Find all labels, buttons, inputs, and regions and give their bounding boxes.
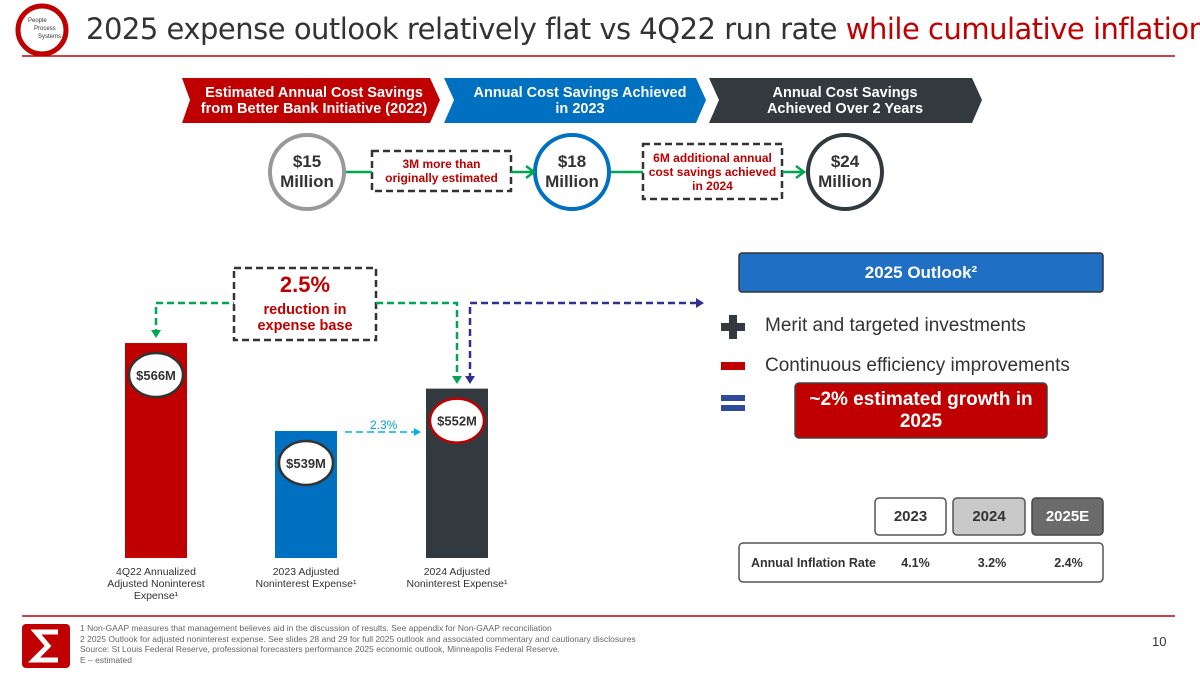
footnote: 1 Non-GAAP measures that management beli… — [80, 623, 552, 633]
amount: $15 Million — [280, 152, 334, 191]
amount-circle — [268, 133, 346, 211]
year-box — [1031, 497, 1104, 536]
value-badge — [428, 397, 486, 444]
title-highlight: while cumulative inflation up ~10% — [845, 12, 1200, 46]
value-label: $539M — [286, 456, 326, 471]
chevron — [182, 78, 440, 123]
title-text: 2025 expense outlook relatively flat vs … — [86, 12, 838, 46]
flow-arrows — [346, 165, 807, 179]
footnote: Source: St Louis Federal Reserve, profes… — [80, 644, 561, 654]
logo-word: Systems — [38, 34, 62, 40]
value-label: $552M — [437, 414, 477, 429]
page-number: 10 — [1152, 634, 1167, 649]
title: 2025 expense outlook relatively flat vs … — [86, 12, 1200, 46]
note-box — [370, 149, 513, 193]
outlook-item: Merit and targeted investments — [765, 315, 1026, 336]
outlook-item: Continuous efficiency improvements — [765, 355, 1070, 376]
minus-icon — [721, 362, 745, 370]
logo-word: People — [28, 18, 47, 24]
logo-word: Process — [34, 26, 56, 32]
equals-icon — [721, 395, 745, 401]
chart-arrows — [154, 301, 700, 433]
footnotes: 1 Non-GAAP measures that management beli… — [80, 623, 636, 665]
footnote: E – estimated — [80, 654, 132, 665]
logo-text: People Process Systems — [28, 17, 61, 41]
value-badge — [127, 351, 185, 399]
value-badge — [277, 439, 335, 487]
note: 3M more than originally estimated — [385, 157, 498, 185]
value-label: $566M — [136, 368, 176, 383]
rate: 2.4% — [1054, 556, 1083, 570]
year: 2025E — [1045, 508, 1090, 525]
footnote: 2 2025 Outlook for adjusted noninterest … — [80, 633, 636, 644]
note: 6M additional annual cost savings achiev… — [648, 150, 777, 193]
reduction-text: reduction in expense base — [257, 302, 353, 334]
plus-icon — [721, 315, 745, 339]
amount: $18 Million — [545, 152, 599, 191]
category-label: 4Q22 Annualized Adjusted Noninterest Exp… — [107, 566, 205, 602]
rate: 4.1% — [901, 556, 930, 570]
year-box — [952, 497, 1026, 536]
chevron — [444, 78, 706, 123]
year-box — [874, 497, 947, 536]
row-label: Annual Inflation Rate — [751, 556, 876, 570]
rate-row — [738, 542, 1104, 583]
category-label: 2024 Adjusted Noninterest Expense¹ — [406, 566, 508, 590]
chevron — [709, 78, 982, 123]
rate: 3.2% — [977, 556, 1007, 570]
arrowheads — [151, 330, 462, 384]
step-label: Annual Cost Savings Achieved in 2023 — [473, 85, 687, 117]
step-label: Annual Cost Savings Achieved Over 2 Year… — [766, 85, 924, 117]
outlook-title: 2025 Outlook² — [864, 262, 978, 282]
year: 2023 — [893, 508, 928, 525]
amount-circle — [806, 133, 884, 211]
growth-pct: 2.3% — [370, 418, 398, 432]
result-box — [794, 382, 1048, 439]
outlook-result: ~2% estimated growth in 2025 — [809, 388, 1033, 432]
footer-logo-mark — [27, 629, 58, 663]
amount: $24 Million — [818, 152, 872, 191]
logo-ring — [15, 3, 69, 57]
outlook-header — [738, 252, 1104, 293]
reduction-pct: 2.5% — [279, 272, 331, 297]
year: 2024 — [972, 508, 1006, 525]
category-label: 2023 Adjusted Noninterest Expense¹ — [255, 566, 357, 590]
step-label: Estimated Annual Cost Savings from Bette… — [200, 85, 428, 117]
